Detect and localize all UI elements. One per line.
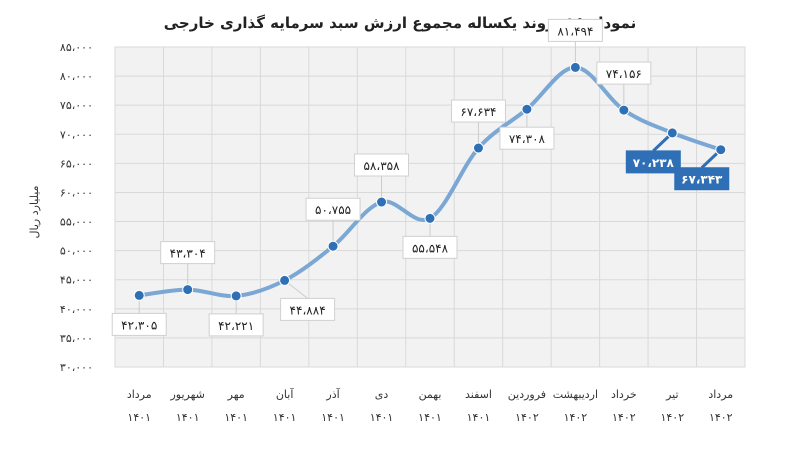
data-label: ۵۰،۷۵۵ [315, 203, 351, 217]
data-point [715, 144, 727, 156]
y-tick-label: ۵۰،۰۰۰ [60, 245, 93, 258]
x-tick-label-year: ۱۴۰۱ [370, 411, 394, 424]
data-label-box [402, 235, 458, 259]
x-tick-label-year: ۱۴۰۲ [612, 411, 636, 424]
y-tick-label: ۸۵،۰۰۰ [60, 41, 93, 54]
data-label: ۴۲،۲۲۱ [218, 319, 254, 333]
data-label-box [280, 297, 336, 321]
data-point [472, 142, 484, 154]
x-tick-label-year: ۱۴۰۱ [418, 411, 442, 424]
y-tick-label: ۵۵،۰۰۰ [60, 216, 93, 229]
x-tick-label-year: ۱۴۰۲ [564, 411, 588, 424]
data-label-box [111, 312, 167, 336]
data-label: ۶۷،۶۳۴ [460, 105, 496, 119]
x-tick-label-month: آذر [325, 387, 340, 401]
x-tick-label-month: بهمن [419, 388, 442, 401]
data-label: ۸۱،۴۹۴ [557, 24, 593, 38]
data-label-box [625, 150, 681, 174]
data-label-box [674, 167, 730, 191]
data-label: ۷۴،۳۰۸ [509, 132, 546, 146]
x-tick-label-month: تیر [665, 388, 678, 401]
chart-title: نمودار ۱۵- روند یکساله مجموع ارزش سبد سر… [164, 14, 637, 32]
x-tick-label-month: آبان [276, 387, 294, 401]
data-label-box [547, 18, 603, 42]
x-tick-label-year: ۱۴۰۱ [176, 411, 200, 424]
data-point [666, 127, 678, 139]
data-point [424, 212, 436, 224]
x-tick-label-month: شهریور [169, 388, 204, 401]
y-tick-label: ۴۵،۰۰۰ [60, 274, 93, 287]
x-tick-label-month: اردیبهشت [553, 388, 598, 401]
y-tick-label: ۶۰،۰۰۰ [60, 186, 93, 199]
data-label-box [160, 241, 216, 265]
data-point [618, 104, 630, 116]
data-label-box [305, 197, 361, 221]
y-tick-label: ۳۰،۰۰۰ [60, 361, 93, 374]
data-point [133, 289, 145, 301]
data-label: ۴۴،۸۸۴ [290, 303, 326, 317]
data-label: ۵۵،۵۴۸ [412, 241, 449, 255]
data-label: ۶۷،۳۴۳ [681, 173, 723, 187]
data-label: ۴۳،۳۰۴ [170, 247, 206, 261]
data-label: ۷۰،۲۳۸ [633, 156, 675, 170]
y-tick-label: ۷۰،۰۰۰ [60, 128, 93, 141]
y-tick-label: ۶۵،۰۰۰ [60, 157, 93, 170]
data-point [327, 240, 339, 252]
x-tick-label-year: ۱۴۰۱ [321, 411, 345, 424]
x-tick-label-month: اسفند [465, 388, 492, 401]
x-tick-label-month: خرداد [611, 388, 637, 401]
x-tick-label-month: مهر [227, 388, 245, 401]
x-tick-label-month: مرداد [708, 388, 733, 401]
x-tick-label-year: ۱۴۰۲ [709, 411, 733, 424]
data-label-box [596, 61, 652, 85]
x-tick-label-year: ۱۴۰۱ [467, 411, 491, 424]
y-tick-label: ۴۰،۰۰۰ [60, 303, 93, 316]
data-point [569, 61, 581, 73]
data-point [376, 196, 388, 208]
x-tick-label-year: ۱۴۰۱ [273, 411, 297, 424]
x-tick-label-year: ۱۴۰۲ [660, 411, 684, 424]
data-point [230, 290, 242, 302]
data-label: ۷۴،۱۵۶ [606, 67, 642, 81]
data-point [279, 274, 291, 286]
y-tick-label: ۸۰،۰۰۰ [60, 70, 93, 83]
x-tick-label-year: ۱۴۰۲ [515, 411, 539, 424]
data-label-box [208, 313, 264, 337]
x-tick-label-month: فروردین [508, 388, 546, 401]
data-label: ۴۲،۳۰۵ [121, 318, 157, 332]
x-tick-label-month: مرداد [127, 388, 152, 401]
x-tick-label-year: ۱۴۰۱ [127, 411, 151, 424]
data-label-box [450, 99, 506, 123]
data-point [521, 103, 533, 115]
data-label: ۵۸،۳۵۸ [363, 159, 400, 173]
data-point [182, 284, 194, 296]
y-axis-label: میلیارد ریال [28, 185, 41, 238]
data-label-box [499, 126, 555, 150]
x-tick-label-month: دی [375, 388, 389, 401]
y-tick-label: ۷۵،۰۰۰ [60, 99, 93, 112]
data-label-box [354, 153, 410, 177]
x-tick-label-year: ۱۴۰۱ [224, 411, 248, 424]
y-tick-label: ۳۵،۰۰۰ [60, 332, 93, 345]
